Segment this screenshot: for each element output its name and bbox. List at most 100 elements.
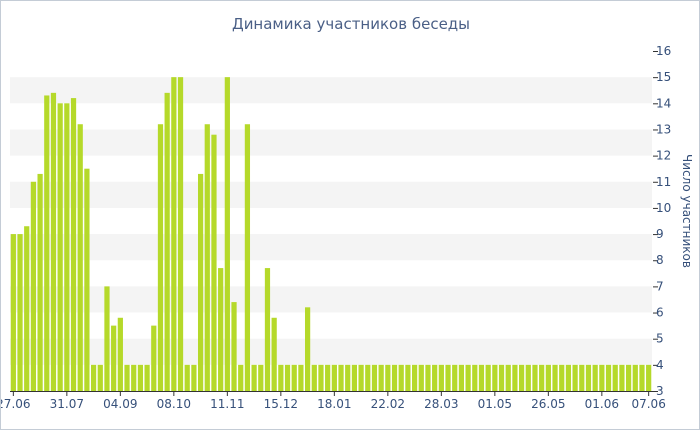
bar <box>391 364 398 391</box>
bar <box>525 364 531 391</box>
bar <box>291 364 297 391</box>
x-tick-label: 01.05 <box>478 397 512 411</box>
bar <box>452 364 458 391</box>
bar <box>445 364 451 391</box>
bar <box>24 226 30 391</box>
grid-band <box>10 181 652 208</box>
bar <box>505 364 511 391</box>
grid-band <box>10 77 652 104</box>
y-tick-label: 15 <box>656 70 671 84</box>
bar <box>278 364 284 391</box>
x-tick-label: 15.12 <box>264 397 298 411</box>
bar <box>612 364 618 391</box>
bar <box>64 103 70 391</box>
bar <box>378 364 384 391</box>
bar <box>30 181 37 391</box>
bar <box>605 364 612 391</box>
bar <box>218 268 224 391</box>
bar <box>572 364 578 391</box>
bar <box>44 95 50 392</box>
x-tick-label: 22.02 <box>371 397 405 411</box>
y-tick-label: 7 <box>656 279 664 293</box>
x-tick-label: 07.06 <box>631 397 665 411</box>
y-tick-label: 16 <box>656 44 671 58</box>
bar <box>77 124 83 391</box>
bar <box>465 364 471 391</box>
bar <box>646 364 652 391</box>
bar <box>298 364 304 391</box>
bar <box>325 364 331 391</box>
y-tick-label: 6 <box>656 306 664 320</box>
y-tick-label: 14 <box>656 96 671 110</box>
bar <box>258 364 264 391</box>
bar <box>552 364 558 391</box>
bar <box>351 364 358 391</box>
x-axis-ticks: 27.06 31.07 04.09 08.10 11.11 15.12 18.01 22.02… <box>1 391 666 411</box>
x-tick-label: 18.01 <box>317 397 351 411</box>
bar <box>164 92 170 391</box>
bar <box>438 364 444 391</box>
bar <box>304 307 311 391</box>
bar <box>559 364 565 391</box>
bar <box>371 364 378 391</box>
bar <box>472 364 478 391</box>
bar <box>639 364 645 391</box>
bar <box>565 364 572 391</box>
bar <box>518 364 525 391</box>
y-axis-ticks: 3 4 5 6 7 8 9 10 11 12 13 14 15 16 <box>653 44 671 398</box>
y-tick-label: 10 <box>656 201 671 215</box>
bar <box>37 173 43 391</box>
bar <box>271 317 277 391</box>
bar <box>545 364 551 391</box>
bar <box>264 268 271 391</box>
bar <box>478 364 485 391</box>
bar <box>244 124 251 391</box>
grid-bands <box>10 77 652 365</box>
bar <box>144 364 150 391</box>
grid-band <box>10 129 652 156</box>
grid-band <box>10 234 652 261</box>
bar <box>492 364 498 391</box>
bar <box>425 364 431 391</box>
y-tick-label: 12 <box>656 149 671 163</box>
bar <box>585 364 592 391</box>
y-tick-label: 4 <box>656 358 664 372</box>
bar <box>331 364 337 391</box>
bar <box>238 364 244 391</box>
bar <box>204 124 210 391</box>
bar <box>405 364 411 391</box>
bar <box>231 302 237 391</box>
bar <box>17 234 23 391</box>
y-tick-label: 3 <box>656 384 664 398</box>
bar <box>57 103 63 391</box>
x-tick-label: 11.11 <box>210 397 244 411</box>
bar <box>104 286 110 391</box>
bar <box>70 98 77 391</box>
bar <box>592 364 598 391</box>
x-tick-label: 28.03 <box>424 397 458 411</box>
bar <box>10 234 16 391</box>
bar <box>532 364 538 391</box>
bar <box>117 317 123 391</box>
bar <box>579 364 585 391</box>
bar <box>50 92 57 391</box>
grid-band <box>10 286 652 313</box>
bar-series <box>10 77 652 392</box>
y-tick-label: 13 <box>656 122 671 136</box>
bar <box>385 364 391 391</box>
bar <box>485 364 491 391</box>
bar <box>539 364 545 391</box>
bar <box>358 364 364 391</box>
bar <box>632 364 638 391</box>
bar <box>311 364 317 391</box>
bar <box>625 364 632 391</box>
bar <box>338 364 344 391</box>
x-tick-label: 04.09 <box>103 397 137 411</box>
bar <box>418 364 424 391</box>
x-tick-label: 27.06 <box>1 397 31 411</box>
bar <box>318 364 324 391</box>
bar <box>365 364 371 391</box>
bar <box>619 364 625 391</box>
